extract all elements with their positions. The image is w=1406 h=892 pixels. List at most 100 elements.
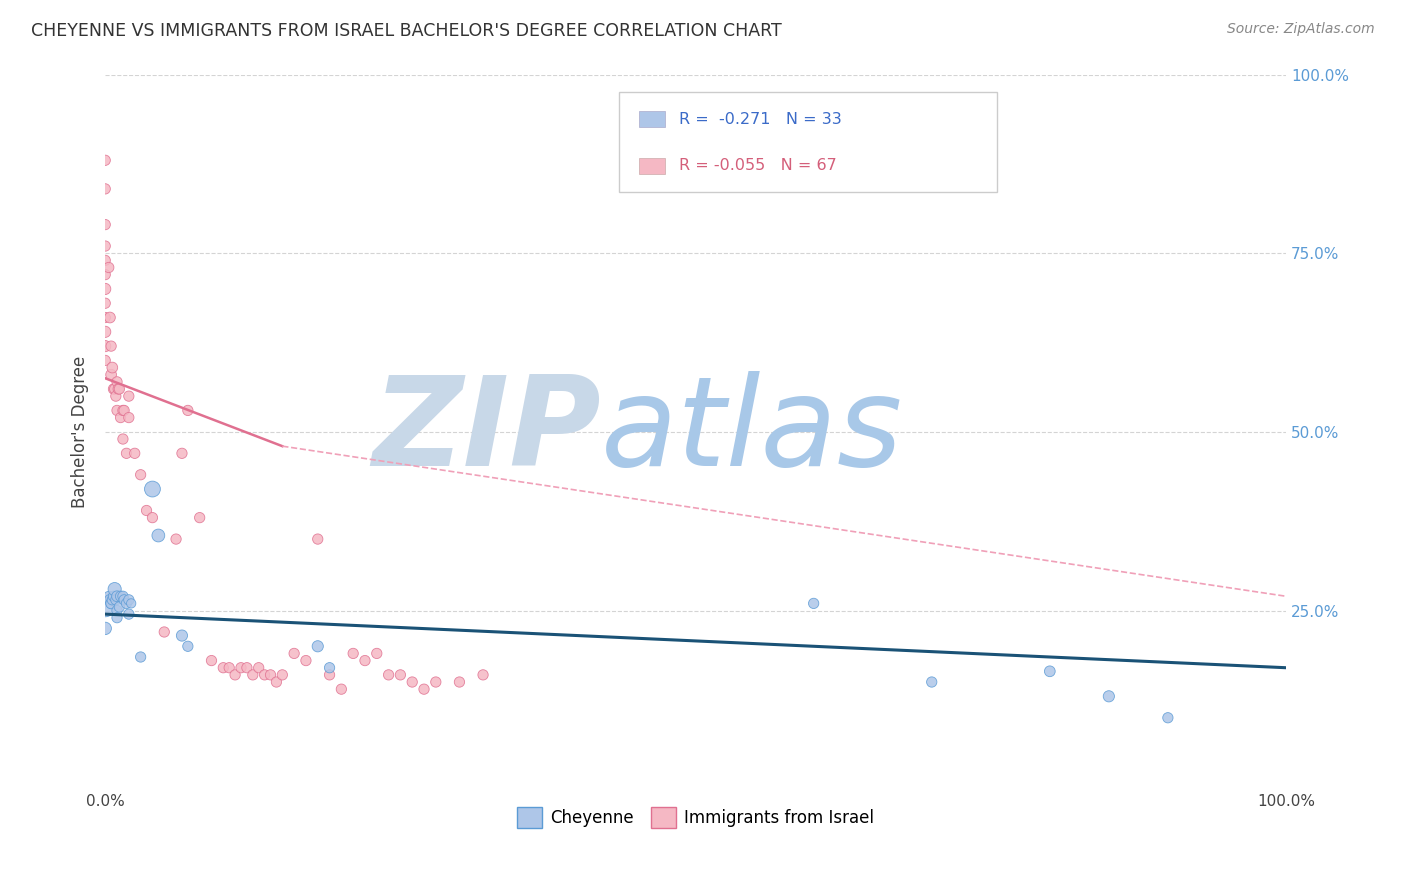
Point — [921, 675, 943, 690]
Point — [170, 629, 193, 643]
Point — [112, 592, 135, 607]
Point — [101, 360, 124, 375]
Point — [177, 640, 200, 654]
Point — [449, 675, 471, 690]
Point — [98, 310, 121, 325]
Point — [94, 353, 117, 368]
Point — [100, 596, 122, 610]
Point — [105, 403, 128, 417]
Point — [266, 675, 288, 690]
Point — [200, 654, 222, 668]
Point — [107, 382, 129, 396]
Point — [94, 253, 117, 268]
Point — [94, 325, 117, 339]
Bar — [638, 112, 665, 127]
Point — [318, 661, 340, 675]
Point — [105, 610, 128, 624]
Point — [94, 599, 117, 614]
Point — [118, 607, 141, 621]
Point — [105, 375, 128, 389]
Point — [94, 310, 117, 325]
Point — [94, 282, 117, 296]
Point — [307, 640, 329, 654]
Point — [105, 603, 128, 617]
Point — [389, 668, 412, 682]
Point — [366, 647, 388, 661]
Point — [342, 647, 364, 661]
Y-axis label: Bachelor's Degree: Bachelor's Degree — [72, 356, 89, 508]
Point — [94, 153, 117, 168]
Point — [110, 589, 132, 603]
Point — [413, 682, 436, 697]
Legend: Cheyenne, Immigrants from Israel: Cheyenne, Immigrants from Israel — [510, 801, 880, 835]
Point — [141, 482, 163, 496]
Point — [224, 668, 246, 682]
Point — [165, 532, 187, 546]
Point — [377, 668, 399, 682]
Point — [188, 510, 211, 524]
Point — [104, 582, 127, 596]
Point — [104, 389, 127, 403]
Point — [94, 218, 117, 232]
Point — [94, 268, 117, 282]
Point — [318, 668, 340, 682]
Point — [153, 625, 176, 640]
Point — [271, 668, 294, 682]
FancyBboxPatch shape — [619, 93, 997, 193]
Point — [108, 599, 131, 614]
Point — [118, 410, 141, 425]
Point — [283, 647, 305, 661]
Point — [141, 510, 163, 524]
Point — [177, 403, 200, 417]
Point — [97, 260, 120, 275]
Point — [295, 654, 318, 668]
Point — [118, 592, 141, 607]
Point — [104, 592, 127, 607]
Point — [111, 403, 134, 417]
Point — [242, 668, 264, 682]
Point — [401, 675, 423, 690]
Point — [170, 446, 193, 460]
Point — [94, 339, 117, 353]
Point — [94, 621, 117, 635]
Point — [129, 467, 152, 482]
Point — [94, 296, 117, 310]
Point — [425, 675, 447, 690]
Point — [100, 596, 122, 610]
Point — [111, 589, 134, 603]
Point — [111, 432, 134, 446]
Point — [115, 446, 138, 460]
Point — [354, 654, 377, 668]
Point — [112, 403, 135, 417]
Point — [97, 589, 120, 603]
Point — [1039, 665, 1062, 679]
Point — [115, 596, 138, 610]
Point — [103, 589, 125, 603]
Point — [101, 592, 124, 607]
Point — [104, 382, 127, 396]
Point — [118, 389, 141, 403]
Point — [100, 368, 122, 382]
Point — [100, 339, 122, 353]
Point — [94, 239, 117, 253]
Point — [212, 661, 235, 675]
Point — [472, 668, 495, 682]
Point — [229, 661, 252, 675]
Point — [236, 661, 259, 675]
Point — [1098, 690, 1121, 704]
Point — [98, 592, 121, 607]
Point — [148, 528, 170, 542]
Point — [135, 503, 157, 517]
Point — [247, 661, 270, 675]
Point — [124, 446, 146, 460]
Point — [108, 382, 131, 396]
Point — [1157, 711, 1180, 725]
Text: atlas: atlas — [602, 371, 903, 492]
Point — [129, 650, 152, 665]
Text: ZIP: ZIP — [373, 371, 602, 492]
Point — [803, 596, 825, 610]
Point — [110, 410, 132, 425]
Point — [94, 182, 117, 196]
Text: R =  -0.271   N = 33: R = -0.271 N = 33 — [679, 112, 842, 127]
Bar — [638, 158, 665, 174]
